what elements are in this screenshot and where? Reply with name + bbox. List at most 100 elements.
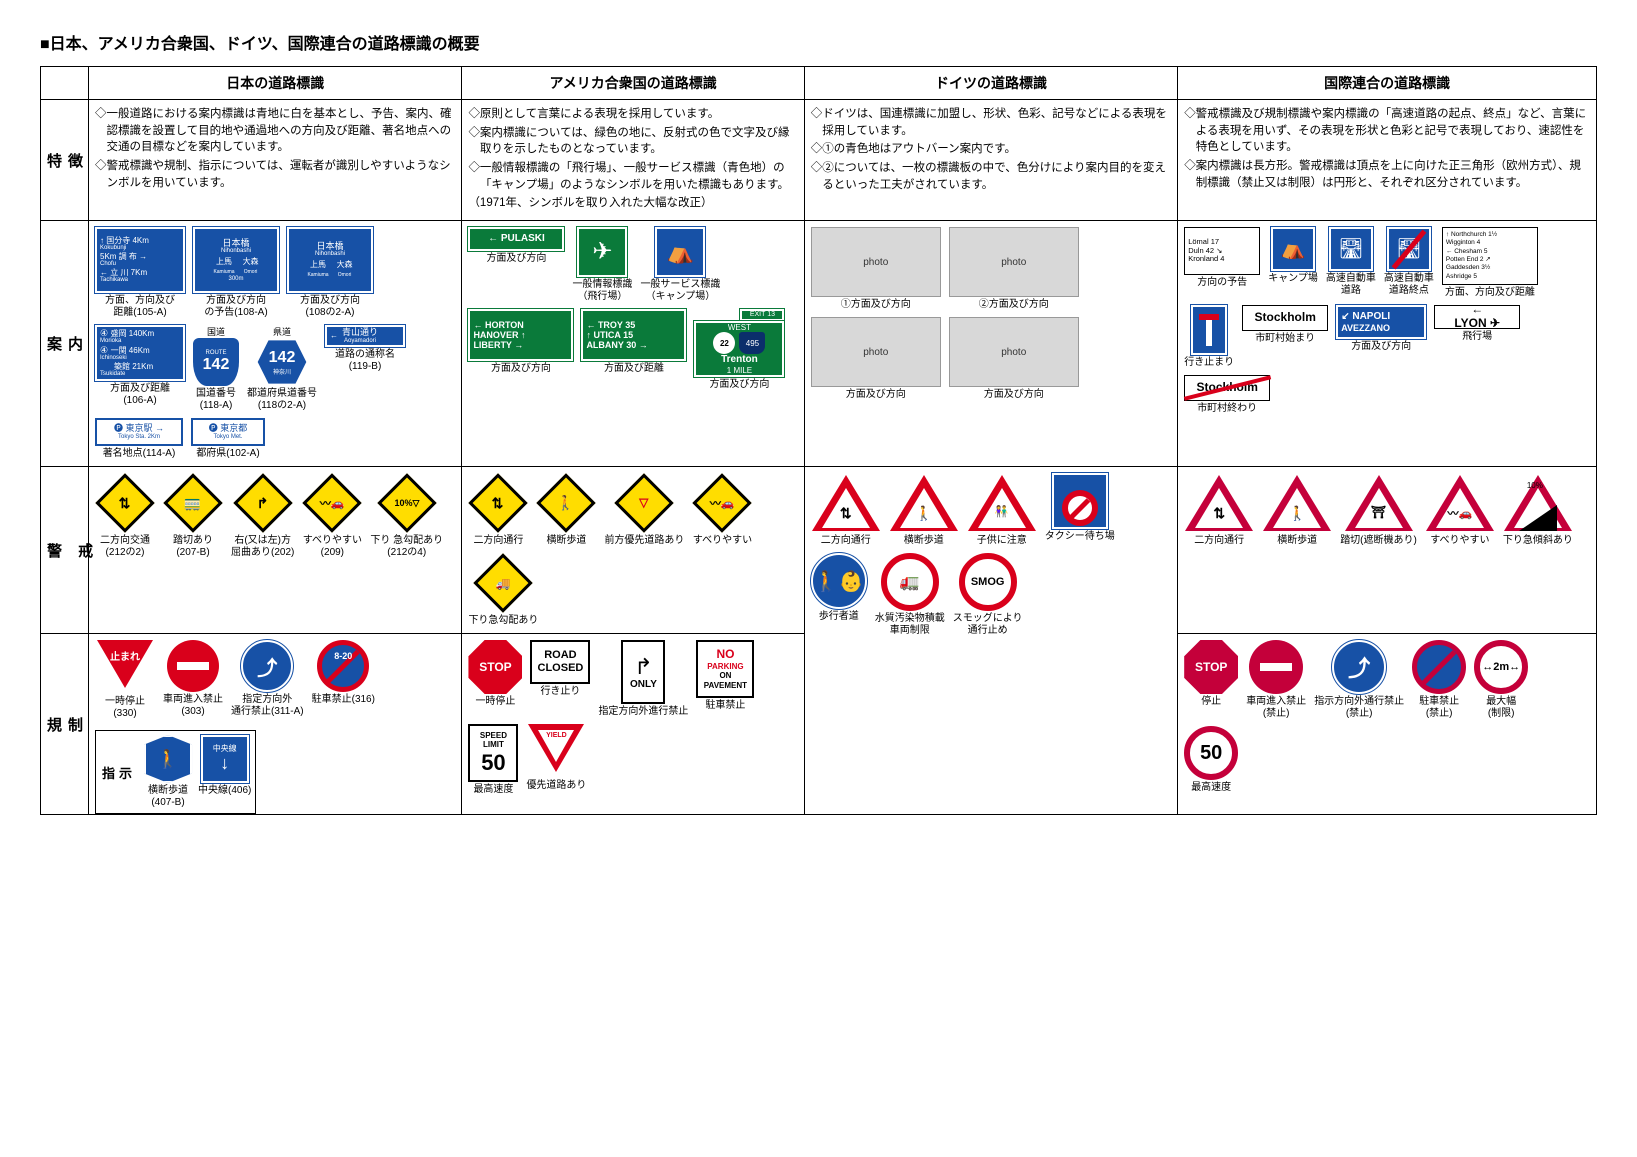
r-jp-nopark: 8-20 駐車禁止(316) [312, 640, 375, 706]
w-de-twoway: ⇅二方向通行 [811, 473, 881, 547]
sign-us-tua: ← TROY 35↑ UTICA 15ALBANY 30 → 方面及び距離 [581, 309, 686, 375]
row-reg: 規制 [41, 634, 89, 815]
row-instr: 指示 [100, 735, 138, 809]
tent-icon: ⛺ [667, 239, 694, 264]
un-guide-cell: Lömal 17Duln 42 ↘Kronland 4 方向の予告 ⛺ キャンプ… [1178, 221, 1597, 467]
r-us-nopark: NOPARKINGONPAVEMENT駐車禁止 [696, 640, 754, 712]
de-photo-4: photo方面及び方向 [949, 317, 1079, 401]
pedestrian-icon: 🚶 [558, 495, 575, 512]
r-us-speed: SPEEDLIMIT50最高速度 [468, 724, 518, 796]
w-us-steep: 🚚下り急勾配あり [468, 553, 538, 627]
r-un-only: ⤴指示方向外通行禁止 (禁止) [1314, 640, 1404, 720]
sign-un-motorway: 🛣 高速自動車 道路 [1326, 227, 1376, 297]
de-photo-1: photo①方面及び方向 [811, 227, 941, 311]
de-warn-reg-cell: ⇅二方向通行 🚶横断歩道 👫子供に注意 TAXIタクシー待ち場 🚶👶歩行者道 🚛… [804, 467, 1177, 815]
sign-us-airport: ✈ 一般情報標識 （飛行場） [572, 227, 632, 303]
sign-un-stockholm-start: Stockholm 市町村始まり [1242, 305, 1328, 345]
sign-jp-102a: 🅟 東京都Tokyo Met. 都府県(102-A) [191, 418, 265, 460]
r-de-taxi: TAXIタクシー待ち場 [1045, 473, 1115, 543]
sign-un-lyon: ← LYON ✈ 飛行場 [1434, 305, 1520, 343]
tent-icon: ⛺ [1281, 238, 1306, 261]
pedestrian-icon: 🚶 [157, 749, 179, 770]
r-un-width: ↔2m↔最大幅 (制限) [1474, 640, 1528, 720]
sign-jp-118a: 国道 ROUTE142 国道番号 (118-A) [193, 325, 239, 412]
sign-un-camp: ⛺ キャンプ場 [1268, 227, 1318, 285]
w-jp-crossing: 🚃踏切あり (207-B) [163, 473, 223, 559]
w-jp-steep: 10%▽下り 急勾配あり (212の4) [370, 473, 443, 559]
r-us-roadclosed: ROADCLOSED行き止り [530, 640, 590, 698]
train-icon: 🚃 [184, 495, 201, 512]
slip-icon: 〰🚗 [320, 495, 345, 511]
feat-jp: ◇一般道路における案内標識は青地に白を基本とし、予告、案内、確認標識を設置して目… [89, 100, 462, 221]
jp-warn-cell: ⇅二方向交通 (212の2) 🚃踏切あり (207-B) ↱右(又は左)方 屈曲… [89, 467, 462, 634]
gate-icon: ⛩ [1371, 505, 1386, 519]
us-guide-cell: ← PULASKI 方面及び方向 ✈ 一般情報標識 （飛行場） ⛺ 一般サービス… [462, 221, 804, 467]
r-jp-noentry: 車両進入禁止 (303) [163, 640, 223, 718]
r-un-stop: STOP停止 [1184, 640, 1238, 708]
sign-un-advance: Lömal 17Duln 42 ↘Kronland 4 方向の予告 [1184, 227, 1260, 289]
r-de-water: 🚛水質汚染物積載 車両制限 [875, 553, 945, 637]
airplane-icon: ✈ [592, 238, 612, 266]
r-us-only: ↱ONLY指定方向外進行禁止 [598, 640, 688, 718]
motorway-icon: 🛣 [1338, 238, 1363, 261]
w-un-slip: 〰🚗すべりやすい [1425, 473, 1495, 547]
feat-de: ◇ドイツは、国連標識に加盟し、形状、色彩、記号などによる表現を採用しています。◇… [804, 100, 1177, 221]
r-jp-stop: 止まれ 一時停止 (330) [95, 640, 155, 720]
row-guide: 案内 [41, 221, 89, 467]
tanker-icon: 🚛 [900, 572, 920, 592]
i-jp-center: 中央線↓ 中央線(406) [198, 735, 251, 809]
row-feature: 特徴 [41, 100, 89, 221]
i-jp-pedx: 🚶 横断歩道 (407-B) [144, 735, 192, 809]
jp-guide-cell: ↑ 国分寺 4Km Kokubunji 5Km 調 布 → Chofu ← 立 … [89, 221, 462, 467]
w-de-ped: 🚶横断歩道 [889, 473, 959, 547]
feat-us: ◇原則として言葉による表現を採用しています。◇案内標識については、緑色の地に、反… [462, 100, 804, 221]
sign-jp-105a: ↑ 国分寺 4Km Kokubunji 5Km 調 布 → Chofu ← 立 … [95, 227, 185, 319]
w-us-ped: 🚶横断歩道 [536, 473, 596, 547]
r-de-pedzone: 🚶👶歩行者道 [811, 553, 867, 623]
de-photo-3: photo方面及び方向 [811, 317, 941, 401]
w-us-yieldahead: ▽前方優先道路あり [604, 473, 684, 547]
r-un-nopark: 駐車禁止 (禁止) [1412, 640, 1466, 720]
r-us-yield: YIELD優先道路あり [526, 724, 586, 792]
un-warn-cell: ⇅二方向通行 🚶横断歩道 ⛩踏切(遮断機あり) 〰🚗すべりやすい 10%下り急傾… [1178, 467, 1597, 634]
w-us-twoway: ⇅二方向通行 [468, 473, 528, 547]
road-signs-table: 日本の道路標識 アメリカ合衆国の道路標識 ドイツの道路標識 国際連合の道路標識 … [40, 66, 1597, 815]
sign-un-napoli: ↙ NAPOLIAVEZZANO 方面及び方向 [1336, 305, 1426, 353]
truck-icon: 🚚 [496, 576, 511, 590]
pedestrian-icon: 🚶 [915, 505, 932, 522]
w-jp-slip: 〰🚗すべりやすい (209) [302, 473, 362, 559]
w-jp-curve: ↱右(又は左)方 屈曲あり(202) [231, 473, 294, 559]
sign-jp-114a: 🅟 東京駅 →Tokyo Sta. 2Km 著名地点(114-A) [95, 418, 183, 460]
r-un-noentry: 車両進入禁止 (禁止) [1246, 640, 1306, 720]
sign-jp-118-2a: 県道 142神奈川 都道府県道番号 (118の2-A) [247, 325, 317, 412]
w-jp-twoway: ⇅二方向交通 (212の2) [95, 473, 155, 559]
r-un-speed: 50最高速度 [1184, 726, 1238, 794]
children-icon: 👫 [995, 505, 1009, 518]
sign-un-deadend: 行き止まり [1184, 305, 1234, 369]
sign-un-stockholm-end: Stockholm 市町村終わり [1184, 375, 1270, 415]
page-title: ■日本、アメリカ合衆国、ドイツ、国際連合の道路標識の概要 [40, 30, 1597, 54]
us-warn-cell: ⇅二方向通行 🚶横断歩道 ▽前方優先道路あり 〰🚗すべりやすい 🚚下り急勾配あり [462, 467, 804, 634]
col-usa: アメリカ合衆国の道路標識 [462, 67, 804, 100]
r-jp-only: ⤴ 指定方向外 通行禁止(311-A) [231, 640, 304, 718]
w-un-rail: ⛩踏切(遮断機あり) [1340, 473, 1417, 547]
w-us-slip: 〰🚗すべりやすい [692, 473, 752, 547]
sign-un-motorway-end: 🛣 高速自動車 道路終点 [1384, 227, 1434, 297]
row-warn: 警 戒 [41, 467, 89, 634]
col-un: 国際連合の道路標識 [1178, 67, 1597, 100]
sign-us-hhl: ← HORTONHANOVER ↑LIBERTY → 方面及び方向 [468, 309, 573, 375]
pedestrian-icon: 🚶👶 [814, 569, 864, 594]
jp-reg-cell: 止まれ 一時停止 (330) 車両進入禁止 (303) ⤴ 指定方向外 通行禁止… [89, 634, 462, 815]
sign-us-exit: EXIT 13 WEST 22 495 Trenton 1 MILE 方面及び方… [694, 309, 784, 391]
un-reg-cell: STOP停止 車両進入禁止 (禁止) ⤴指示方向外通行禁止 (禁止) 駐車禁止 … [1178, 634, 1597, 815]
sign-us-pulaski: ← PULASKI 方面及び方向 [468, 227, 564, 265]
r-de-smog: SMOGスモッグにより 通行止め [953, 553, 1023, 637]
de-guide-cell: photo①方面及び方向 photo②方面及び方向 photo方面及び方向 ph… [804, 221, 1177, 467]
w-un-twoway: ⇅二方向通行 [1184, 473, 1254, 547]
sign-jp-108a-pred: 日本橋Nihonbashi 上馬Kamiuma 大森Omori 300m 方面及… [193, 227, 279, 319]
sign-jp-106a: ④ 盛岡 140KmMorioka ④ 一関 46KmIchinoseki 築館… [95, 325, 185, 407]
feat-un: ◇警戒標識及び規制標識や案内標識の「高速道路の起点、終点」など、言葉による表現を… [1178, 100, 1597, 221]
sign-jp-119b: ←青山通りAoyamadori 道路の通称名 (119-B) [325, 325, 405, 373]
us-reg-cell: STOP一時停止 ROADCLOSED行き止り ↱ONLY指定方向外進行禁止 N… [462, 634, 804, 815]
col-japan: 日本の道路標識 [89, 67, 462, 100]
